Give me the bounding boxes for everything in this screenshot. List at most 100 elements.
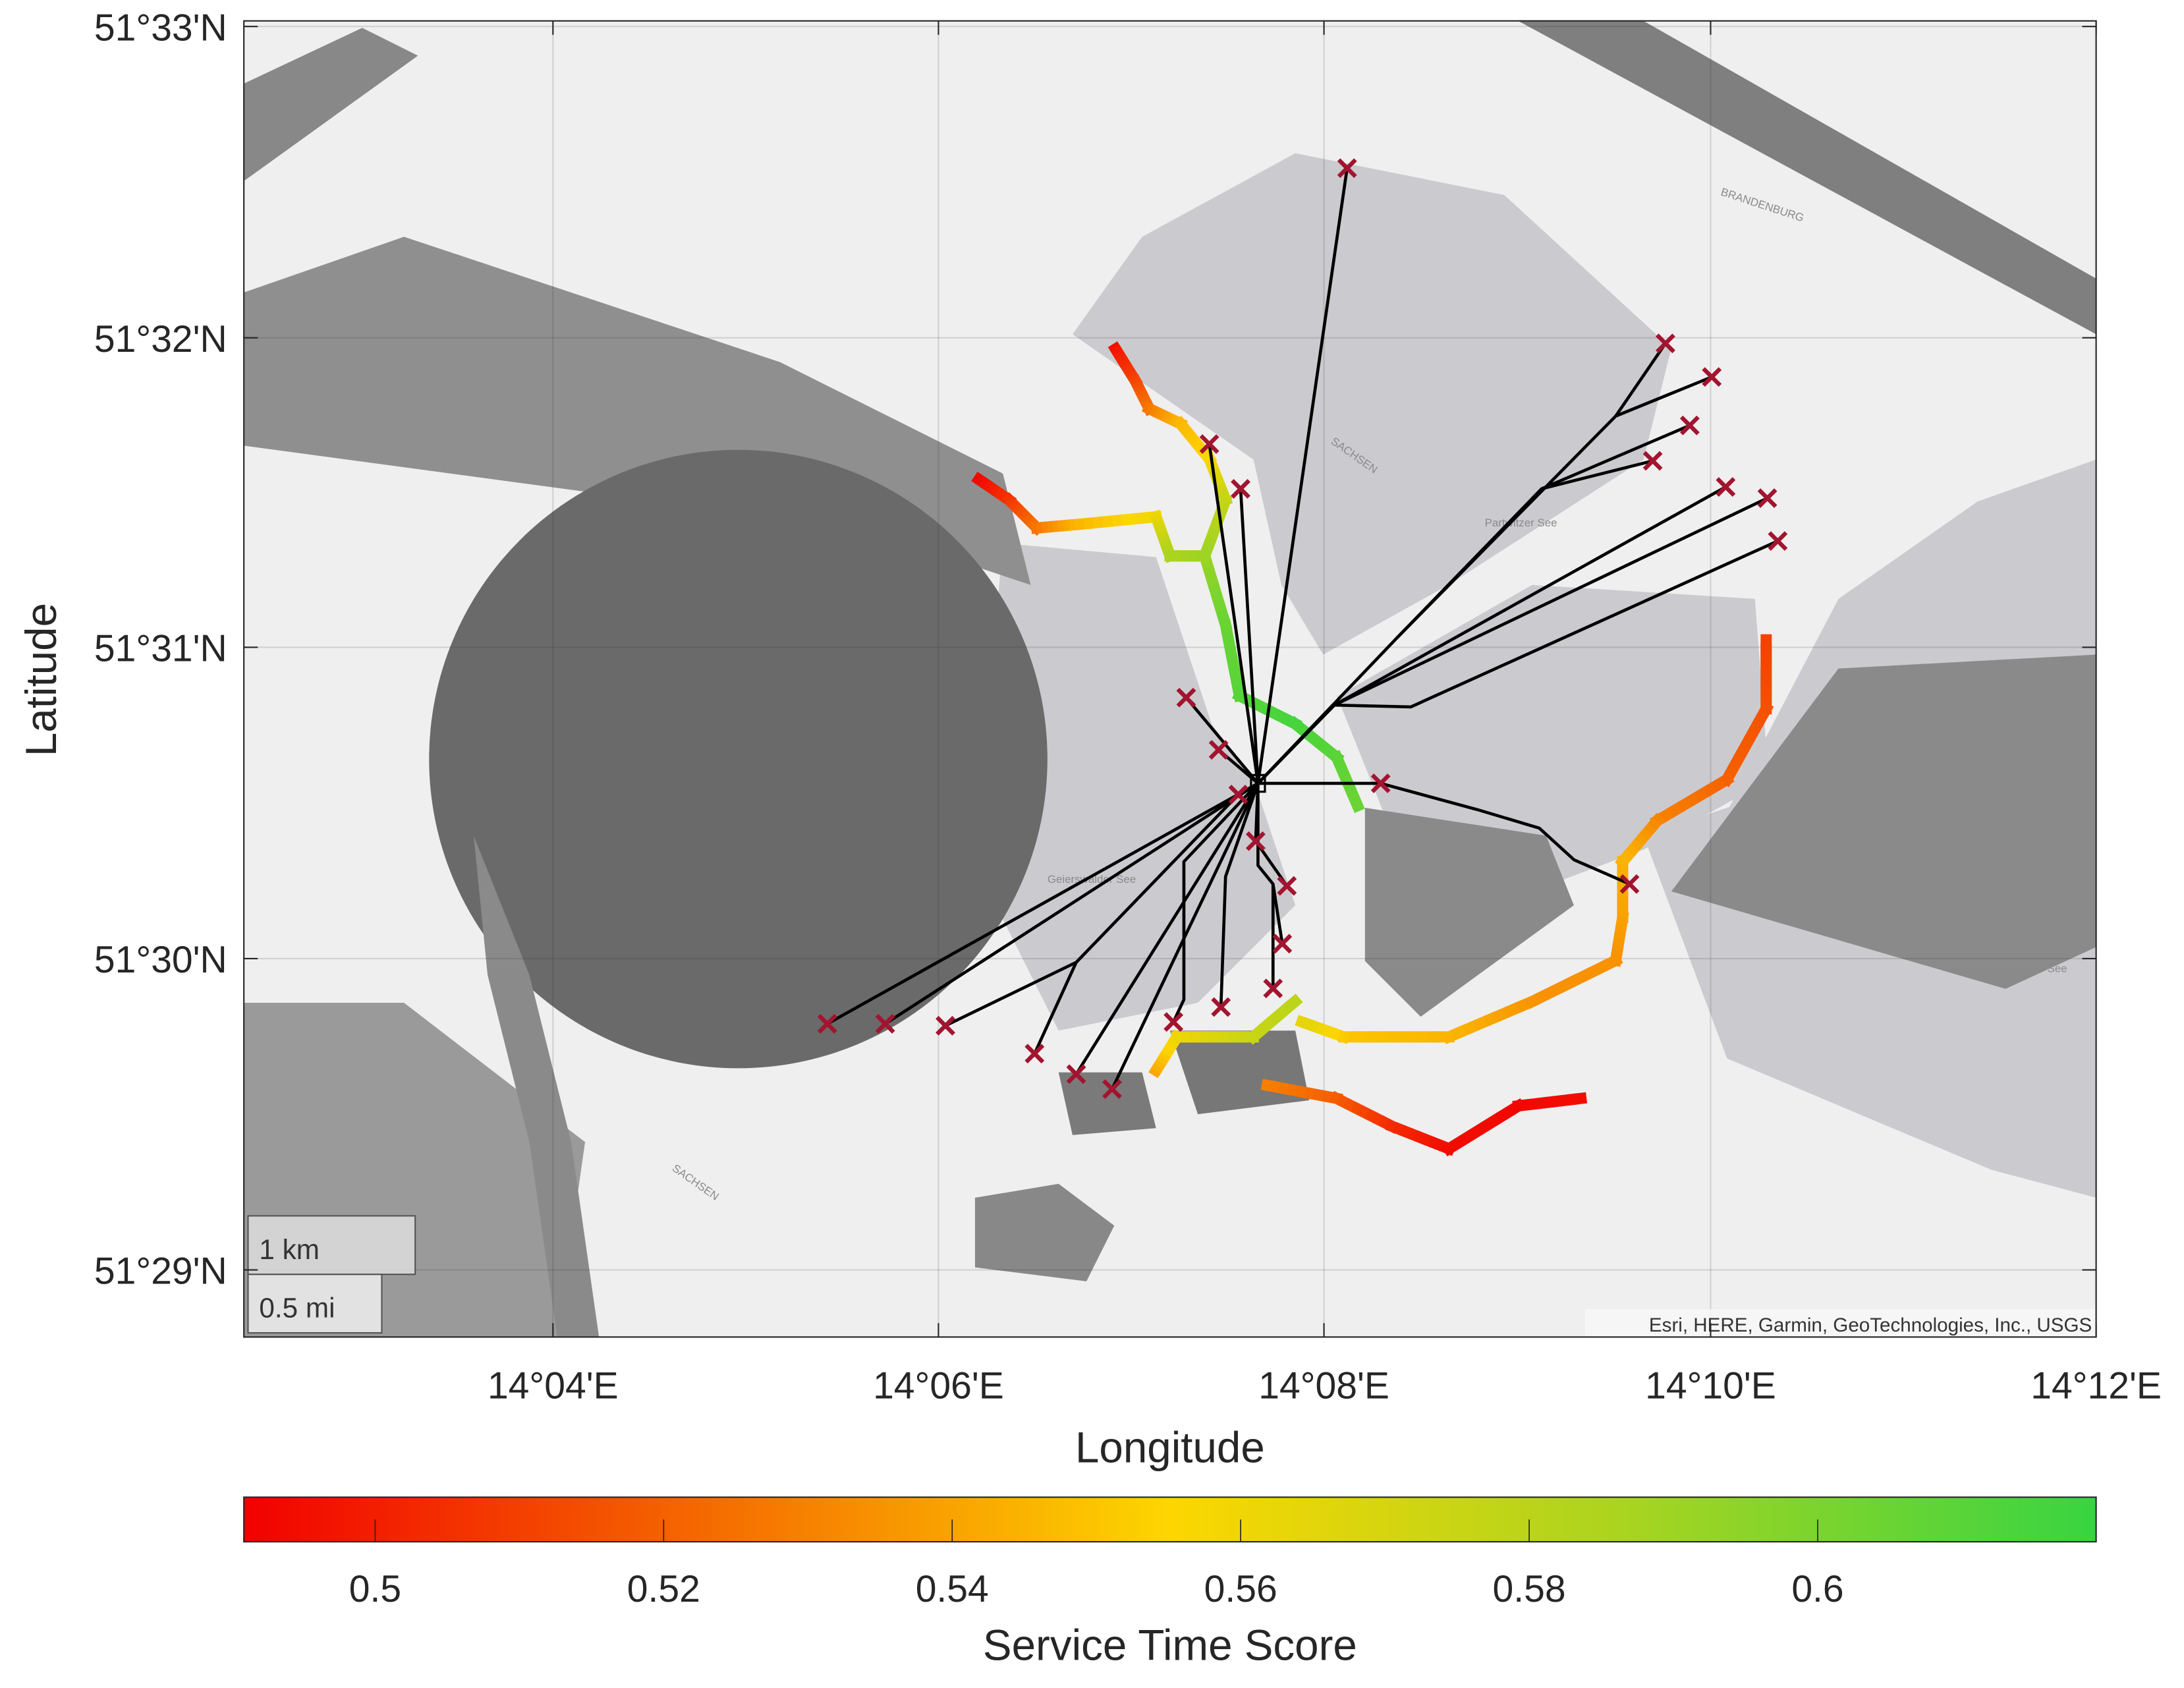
colorbar-tick-label: 0.54 (916, 1568, 989, 1610)
customer-marker (1619, 874, 1640, 894)
x-mark-icon (1656, 333, 1675, 354)
customer-markers (817, 158, 1788, 1099)
customer-marker (1757, 488, 1778, 508)
customer-marker (1263, 978, 1283, 999)
x-mark-icon (1024, 1044, 1045, 1064)
colorbar-tick-label: 0.56 (1204, 1568, 1277, 1610)
customer-marker (1702, 367, 1722, 387)
x-mark-icon (1642, 451, 1663, 471)
trajectory-segment (1281, 994, 1303, 1014)
axis-ticks: 14°04'E 14°06'E 14°08'E 14°10'E 14°12'E 51°33… (94, 7, 2162, 1407)
colorbar-tick-label: 0.52 (627, 1568, 700, 1610)
land-island (1058, 1072, 1156, 1135)
customer-marker (1656, 333, 1675, 354)
y-tick-label: 51°32'N (94, 318, 227, 360)
route-line (1258, 781, 1631, 886)
x-mark-icon (1757, 488, 1778, 508)
colorbar-gradient (243, 1496, 2097, 1543)
x-axis-label: Longitude (1075, 1424, 1265, 1472)
y-tick-label: 51°30'N (94, 939, 227, 981)
route-line (1239, 488, 1260, 784)
x-mark-icon (936, 1015, 955, 1036)
scalebar-mi-label: 0.5 mi (259, 1293, 335, 1324)
land-north-strip (1518, 20, 2096, 335)
x-mark-icon (1066, 1064, 1086, 1084)
x-mark-icon (1768, 531, 1788, 551)
customer-marker (1163, 1012, 1184, 1032)
river-west (473, 835, 600, 1337)
lake-north (1072, 153, 1671, 655)
routes (826, 167, 1779, 1090)
x-tick-label: 14°08'E (1258, 1364, 1389, 1407)
customer-marker (875, 1014, 895, 1034)
customer-marker (1768, 531, 1788, 551)
x-mark-icon (1176, 687, 1196, 708)
x-mark-icon (1272, 934, 1293, 954)
route-line (1256, 783, 1284, 944)
customer-marker (936, 1015, 955, 1036)
customer-marker (1024, 1044, 1045, 1064)
customer-marker (1370, 774, 1391, 793)
land-east-south (1364, 808, 1574, 1017)
land-northwest (244, 28, 418, 181)
x-mark-icon (1619, 874, 1640, 894)
route-line (1208, 443, 1260, 784)
route-line (1256, 167, 1349, 784)
x-tick-label: 14°12'E (2030, 1364, 2162, 1407)
trajectory-segment (1347, 792, 1365, 814)
route-line (1185, 696, 1260, 785)
x-mark-icon (1228, 785, 1248, 804)
customer-marker (1679, 415, 1700, 436)
customer-marker (1102, 1079, 1122, 1099)
y-tick-label: 51°33'N (94, 7, 227, 49)
x-tick-label: 14°04'E (488, 1364, 619, 1407)
map-frame (243, 20, 2097, 1338)
x-mark-icon (1716, 477, 1736, 497)
x-mark-icon (1263, 978, 1283, 999)
x-mark-icon (817, 1014, 837, 1034)
y-tick-label: 51°29'N (94, 1251, 227, 1293)
x-mark-icon (1337, 158, 1357, 179)
x-mark-icon (1211, 997, 1231, 1017)
customer-marker (1337, 158, 1357, 179)
customer-marker (1642, 451, 1663, 471)
customer-marker (1245, 831, 1266, 851)
basemap: BRANDENBURG SACHSEN SACHSEN Geierswalder… (244, 20, 2096, 1337)
customer-marker (1231, 478, 1250, 499)
route-line (1075, 782, 1260, 1075)
colorbar-tick-label: 0.6 (1791, 1568, 1843, 1610)
scalebar-km-label: 1 km (259, 1234, 320, 1265)
x-mark-icon (1102, 1079, 1122, 1099)
trajectory-segment (1295, 1015, 1314, 1031)
depot-marker (1250, 774, 1266, 793)
route-line (1172, 782, 1260, 1023)
route-line (1614, 342, 1667, 417)
route-line (1110, 782, 1260, 1090)
customer-marker (1208, 740, 1229, 760)
x-mark-icon (1277, 876, 1297, 896)
customer-marker (1199, 434, 1219, 454)
x-mark-icon (1199, 434, 1219, 454)
x-mark-icon (1208, 740, 1229, 760)
colorbar: 0.5 0.52 0.54 0.56 0.58 0.6 Service Time Scor… (243, 1496, 2097, 1670)
x-mark-icon (1370, 774, 1391, 793)
route-line (1033, 961, 1078, 1055)
x-mark-icon (1245, 831, 1266, 851)
route-line (1219, 783, 1260, 1007)
y-axis-label: Latitude (17, 603, 65, 756)
trajectories (971, 341, 1774, 1157)
x-mark-icon (1679, 415, 1700, 436)
colorbar-tick-label: 0.58 (1493, 1568, 1566, 1610)
x-mark-icon (875, 1014, 895, 1034)
y-tick-label: 51°31'N (94, 628, 227, 670)
customer-marker (1211, 997, 1231, 1017)
place-label-partwitzer-see: Partwitzer See (1485, 517, 1557, 529)
customer-marker (1066, 1064, 1086, 1084)
place-label-neuwieser-see: Neuwieser See (1992, 962, 2067, 974)
land-east-block (1671, 654, 2096, 989)
customer-marker (1272, 934, 1293, 954)
colorbar-label: Service Time Score (983, 1621, 1357, 1670)
colorbar-tick-label: 0.5 (349, 1568, 401, 1610)
x-mark-icon (1231, 478, 1250, 499)
